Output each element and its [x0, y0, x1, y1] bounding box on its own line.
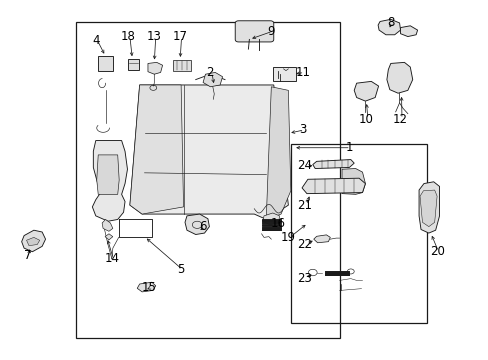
Text: 7: 7: [24, 249, 31, 262]
Polygon shape: [353, 81, 378, 101]
Polygon shape: [263, 213, 279, 225]
Polygon shape: [272, 67, 296, 81]
Text: 24: 24: [297, 159, 312, 172]
Polygon shape: [102, 220, 113, 231]
Polygon shape: [105, 234, 113, 240]
Polygon shape: [386, 62, 412, 93]
Text: 14: 14: [104, 252, 119, 265]
Text: 3: 3: [299, 123, 306, 136]
Text: 4: 4: [92, 33, 100, 47]
Text: 1: 1: [345, 141, 352, 154]
Polygon shape: [400, 26, 417, 37]
Text: 8: 8: [386, 16, 394, 29]
Polygon shape: [419, 190, 436, 226]
Polygon shape: [97, 155, 119, 194]
Polygon shape: [148, 62, 162, 74]
Text: 2: 2: [206, 66, 214, 79]
Polygon shape: [266, 87, 290, 220]
Polygon shape: [341, 168, 365, 194]
Polygon shape: [184, 214, 209, 234]
Text: 20: 20: [429, 245, 444, 258]
Text: 18: 18: [121, 30, 136, 43]
Text: 17: 17: [172, 30, 187, 43]
Text: 22: 22: [297, 238, 312, 251]
Polygon shape: [98, 56, 113, 71]
FancyBboxPatch shape: [235, 21, 273, 42]
Text: 10: 10: [358, 113, 373, 126]
Polygon shape: [137, 282, 156, 292]
Polygon shape: [312, 159, 353, 168]
Bar: [290, 144, 427, 323]
Polygon shape: [21, 230, 45, 252]
Polygon shape: [92, 140, 127, 221]
Polygon shape: [302, 178, 365, 194]
Text: 9: 9: [267, 25, 275, 38]
Text: 12: 12: [392, 113, 407, 126]
Text: 19: 19: [280, 231, 295, 244]
Polygon shape: [128, 59, 139, 70]
Polygon shape: [313, 235, 330, 243]
Text: 16: 16: [270, 216, 285, 230]
Text: 13: 13: [146, 30, 162, 43]
Text: 15: 15: [142, 281, 157, 294]
Text: 5: 5: [177, 263, 184, 276]
Polygon shape: [130, 85, 288, 220]
Text: 11: 11: [295, 66, 310, 79]
Bar: [76, 22, 339, 338]
Text: 6: 6: [199, 220, 206, 233]
Text: 23: 23: [297, 272, 312, 285]
Polygon shape: [130, 85, 183, 214]
Polygon shape: [377, 19, 400, 35]
Polygon shape: [172, 60, 190, 71]
Polygon shape: [26, 237, 40, 246]
Polygon shape: [203, 72, 222, 87]
Text: 21: 21: [297, 199, 312, 212]
Polygon shape: [418, 182, 439, 233]
